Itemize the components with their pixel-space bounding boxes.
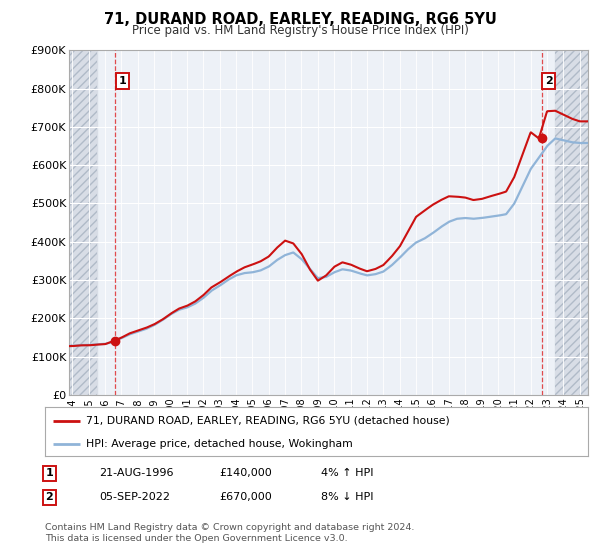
Bar xyxy=(555,50,588,395)
Text: Price paid vs. HM Land Registry's House Price Index (HPI): Price paid vs. HM Land Registry's House … xyxy=(131,24,469,36)
Text: £670,000: £670,000 xyxy=(219,492,272,502)
Text: 1: 1 xyxy=(119,76,127,86)
Bar xyxy=(69,50,97,395)
Text: 71, DURAND ROAD, EARLEY, READING, RG6 5YU (detached house): 71, DURAND ROAD, EARLEY, READING, RG6 5Y… xyxy=(86,416,449,426)
Text: 4% ↑ HPI: 4% ↑ HPI xyxy=(321,468,373,478)
Bar xyxy=(69,50,97,395)
Text: 2: 2 xyxy=(545,76,553,86)
Text: HPI: Average price, detached house, Wokingham: HPI: Average price, detached house, Woki… xyxy=(86,439,352,449)
Text: 8% ↓ HPI: 8% ↓ HPI xyxy=(321,492,373,502)
Text: 1: 1 xyxy=(46,468,53,478)
Text: Contains HM Land Registry data © Crown copyright and database right 2024.: Contains HM Land Registry data © Crown c… xyxy=(45,523,415,532)
Text: This data is licensed under the Open Government Licence v3.0.: This data is licensed under the Open Gov… xyxy=(45,534,347,543)
Text: 05-SEP-2022: 05-SEP-2022 xyxy=(99,492,170,502)
Text: 21-AUG-1996: 21-AUG-1996 xyxy=(99,468,173,478)
Text: £140,000: £140,000 xyxy=(219,468,272,478)
Text: 71, DURAND ROAD, EARLEY, READING, RG6 5YU: 71, DURAND ROAD, EARLEY, READING, RG6 5Y… xyxy=(104,12,496,27)
Bar xyxy=(555,50,588,395)
Text: 2: 2 xyxy=(46,492,53,502)
